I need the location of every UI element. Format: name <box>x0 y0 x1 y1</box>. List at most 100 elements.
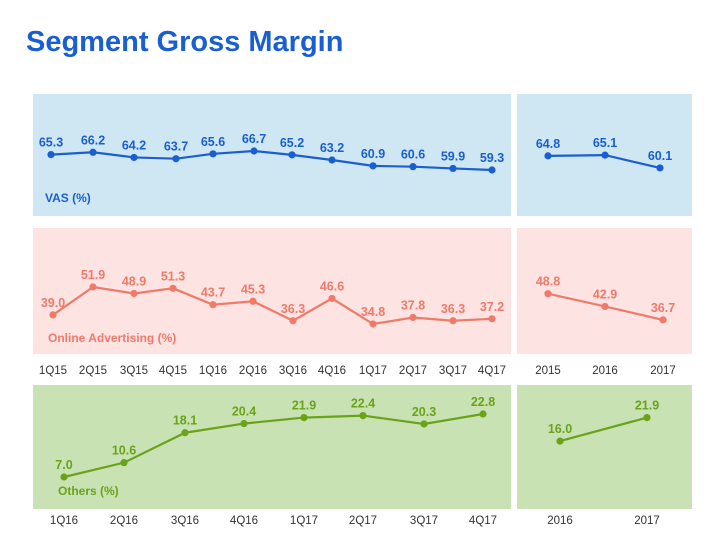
data-point <box>209 301 217 309</box>
data-label: 36.3 <box>441 302 465 316</box>
data-label: 37.2 <box>480 300 504 314</box>
data-label: 22.8 <box>471 395 495 409</box>
data-point <box>249 297 257 305</box>
chart-panel-vas-annual: 64.8 65.1 60.1 <box>517 94 692 216</box>
data-point <box>409 163 417 171</box>
data-label: 34.8 <box>361 305 385 319</box>
data-label: 65.1 <box>593 136 617 150</box>
x-tick-label: 3Q15 <box>120 365 148 377</box>
chart-panel-others-quarterly: 7.0 10.6 18.1 20.4 21.9 22.4 20.3 22.8 Others (%… <box>33 385 511 527</box>
data-label: 37.8 <box>401 299 425 313</box>
data-label: 21.9 <box>292 399 316 413</box>
chart-panel-vas-quarterly: 65.3 66.2 64.2 63.7 65.6 66.7 65.2 63.2 60.9 60.6… <box>33 94 511 216</box>
data-label: 51.3 <box>161 269 185 283</box>
data-point <box>289 317 297 325</box>
data-label: 66.7 <box>242 132 266 146</box>
data-point <box>601 302 609 311</box>
data-label: 20.4 <box>232 405 256 419</box>
data-point <box>209 150 217 158</box>
data-label: 65.3 <box>39 136 63 150</box>
data-point <box>420 420 428 428</box>
series-line <box>50 149 493 172</box>
x-tick-label: 4Q17 <box>469 515 497 527</box>
data-point <box>60 473 68 481</box>
data-point <box>49 311 57 319</box>
data-point <box>288 151 296 159</box>
data-label: 43.7 <box>201 286 225 300</box>
data-point <box>89 148 97 156</box>
x-tick-label: 2Q15 <box>79 365 107 377</box>
data-label: 59.3 <box>480 151 504 165</box>
data-point <box>449 164 457 173</box>
data-point <box>449 317 457 325</box>
data-label: 60.1 <box>648 149 672 163</box>
data-label: 63.7 <box>164 140 188 154</box>
data-label: 63.2 <box>320 141 344 155</box>
x-tick-label: 3Q17 <box>439 365 467 377</box>
data-label: 36.7 <box>651 301 675 315</box>
data-label: 65.2 <box>280 136 304 150</box>
series-line <box>52 285 493 326</box>
data-point <box>250 147 258 155</box>
x-tick-label: 2Q17 <box>399 365 427 377</box>
chart-panel-others-annual: 16.0 21.9 2016 2017 <box>517 385 692 527</box>
chart-panel-online-advertising-quarterly: 39.0 51.9 48.9 51.3 43.7 45.3 36.3 46.6 34.8 37.8… <box>33 228 511 377</box>
x-tick-label: 1Q16 <box>199 365 227 377</box>
data-label: 66.2 <box>81 133 105 147</box>
x-tick-label: 4Q17 <box>478 365 506 377</box>
x-tick-label: 2016 <box>592 365 618 377</box>
data-point <box>359 411 367 420</box>
x-tick-label: 3Q16 <box>279 365 307 377</box>
data-point <box>488 166 496 174</box>
x-tick-label: 2Q16 <box>110 515 138 527</box>
series-label: VAS (%) <box>45 191 91 205</box>
x-tick-label: 1Q15 <box>39 365 67 377</box>
chart-panel-online-advertising-annual: 48.8 42.9 36.7 2015 2016 2017 <box>517 228 692 377</box>
x-tick-label: 1Q17 <box>359 365 387 377</box>
data-label: 39.0 <box>41 296 65 310</box>
data-point <box>120 459 128 467</box>
data-label: 20.3 <box>412 405 436 419</box>
data-point <box>240 419 248 428</box>
data-point <box>328 156 336 164</box>
data-label: 18.1 <box>173 414 197 428</box>
x-tick-label: 2Q17 <box>349 515 377 527</box>
panel-background <box>517 385 692 509</box>
data-point <box>659 316 667 324</box>
series-line <box>559 416 648 443</box>
page-title: Segment Gross Margin <box>26 26 344 58</box>
data-point <box>544 152 552 160</box>
data-point <box>300 413 308 422</box>
data-label: 36.3 <box>281 302 305 316</box>
x-tick-label: 4Q15 <box>159 365 187 377</box>
x-tick-label: 1Q16 <box>50 515 78 527</box>
x-tick-label: 2016 <box>547 515 573 527</box>
data-label: 59.9 <box>441 149 465 163</box>
data-point <box>479 410 487 418</box>
data-point <box>169 284 177 292</box>
series-label: Others (%) <box>58 484 119 498</box>
data-label: 60.9 <box>361 147 385 161</box>
data-label: 51.9 <box>81 268 105 282</box>
x-tick-label: 2Q16 <box>239 365 267 377</box>
x-tick-label: 4Q16 <box>318 365 346 377</box>
data-label: 64.2 <box>122 138 146 152</box>
data-label: 60.6 <box>401 148 425 162</box>
data-label: 48.8 <box>536 275 560 289</box>
data-point <box>488 315 496 323</box>
data-label: 48.9 <box>122 274 146 288</box>
series-label: Online Advertising (%) <box>48 331 176 345</box>
x-tick-label: 3Q16 <box>171 515 199 527</box>
data-label: 7.0 <box>55 458 72 472</box>
x-tick-label: 3Q17 <box>410 515 438 527</box>
data-point <box>601 151 609 159</box>
data-label: 22.4 <box>351 397 375 411</box>
data-point <box>369 162 377 170</box>
x-tick-label: 2017 <box>634 515 660 527</box>
data-point <box>172 155 180 163</box>
data-point <box>656 164 664 172</box>
data-point <box>409 313 417 322</box>
x-tick-label: 4Q16 <box>230 515 258 527</box>
data-label: 21.9 <box>635 399 659 413</box>
